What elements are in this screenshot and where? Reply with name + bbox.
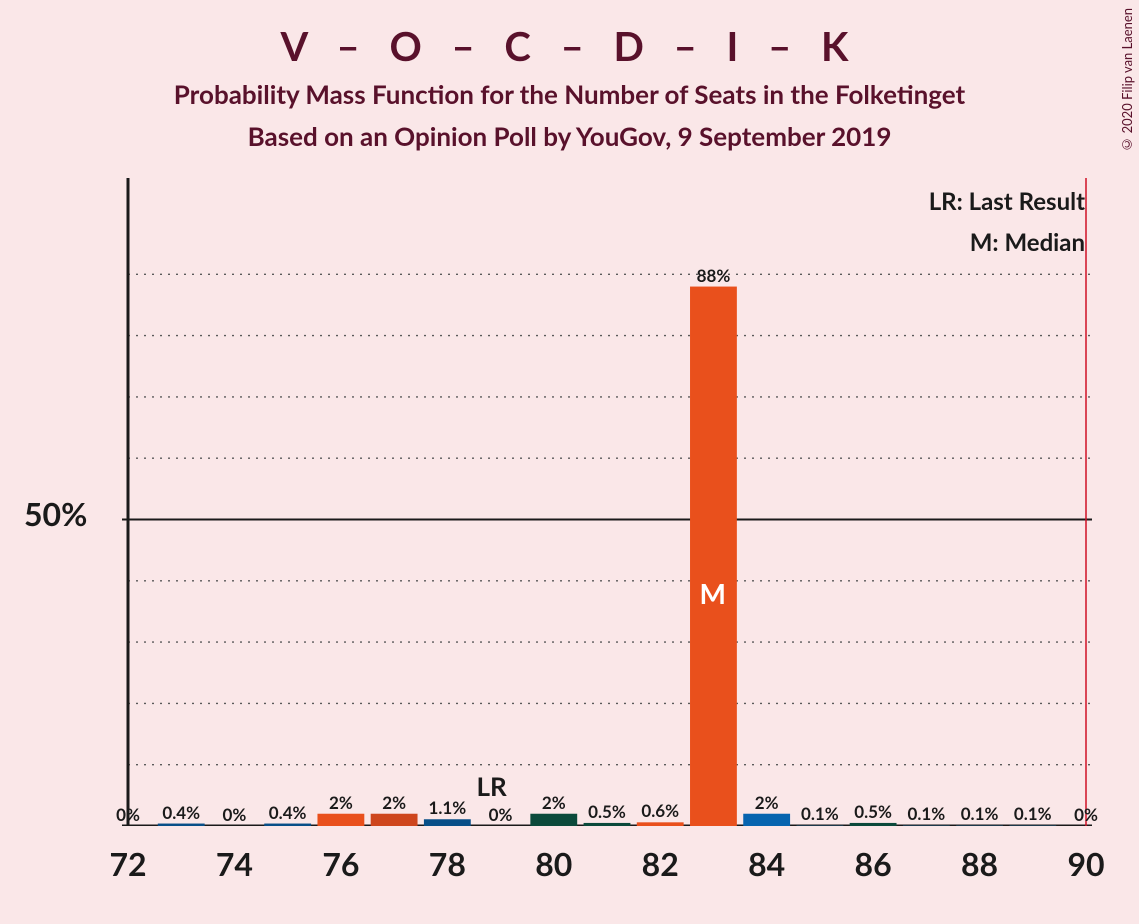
median-marker-label: M bbox=[699, 576, 725, 610]
bar-value-label: 0.1% bbox=[1003, 803, 1063, 824]
bar-value-label: 0.4% bbox=[151, 802, 211, 823]
bar-value-label: 0% bbox=[1056, 804, 1116, 825]
bar-value-label: 0.4% bbox=[258, 802, 318, 823]
x-tick-label: 88 bbox=[950, 844, 1010, 883]
lr-marker-label: LR bbox=[477, 770, 507, 802]
x-tick-label: 82 bbox=[630, 844, 690, 883]
x-tick-label: 84 bbox=[737, 844, 797, 883]
bar-value-label: 2% bbox=[737, 792, 797, 813]
bar-value-label: 0.1% bbox=[790, 803, 850, 824]
x-tick-label: 76 bbox=[311, 844, 371, 883]
bar-value-label: 88% bbox=[683, 265, 743, 286]
chart-plot bbox=[122, 178, 1092, 826]
chart-subtitle-1: Probability Mass Function for the Number… bbox=[0, 78, 1139, 110]
x-tick-label: 80 bbox=[524, 844, 584, 883]
copyright-text: © 2020 Filip van Laenen bbox=[1119, 8, 1135, 153]
chart-subtitle-2: Based on an Opinion Poll by YouGov, 9 Se… bbox=[0, 120, 1139, 152]
x-tick-label: 72 bbox=[98, 844, 158, 883]
bar-value-label: 0% bbox=[471, 804, 531, 825]
x-tick-label: 78 bbox=[417, 844, 477, 883]
bar-value-label: 0.5% bbox=[577, 801, 637, 822]
x-tick-label: 86 bbox=[843, 844, 903, 883]
chart-title: V – O – C – D – I – K bbox=[0, 22, 1139, 70]
bar-value-label: 1.1% bbox=[417, 797, 477, 818]
bar-value-label: 2% bbox=[311, 792, 371, 813]
bar-value-label: 0.1% bbox=[950, 803, 1010, 824]
bar-value-label: 2% bbox=[364, 792, 424, 813]
x-tick-label: 74 bbox=[204, 844, 264, 883]
bar-value-label: 0.5% bbox=[843, 801, 903, 822]
y-axis-major-label: 50% bbox=[24, 494, 87, 533]
bar-value-label: 0.1% bbox=[896, 803, 956, 824]
bar-value-label: 0.6% bbox=[630, 800, 690, 821]
bar-value-label: 0% bbox=[204, 804, 264, 825]
x-tick-label: 90 bbox=[1056, 844, 1116, 883]
bar-value-label: 2% bbox=[524, 792, 584, 813]
bar-value-label: 0% bbox=[98, 804, 158, 825]
